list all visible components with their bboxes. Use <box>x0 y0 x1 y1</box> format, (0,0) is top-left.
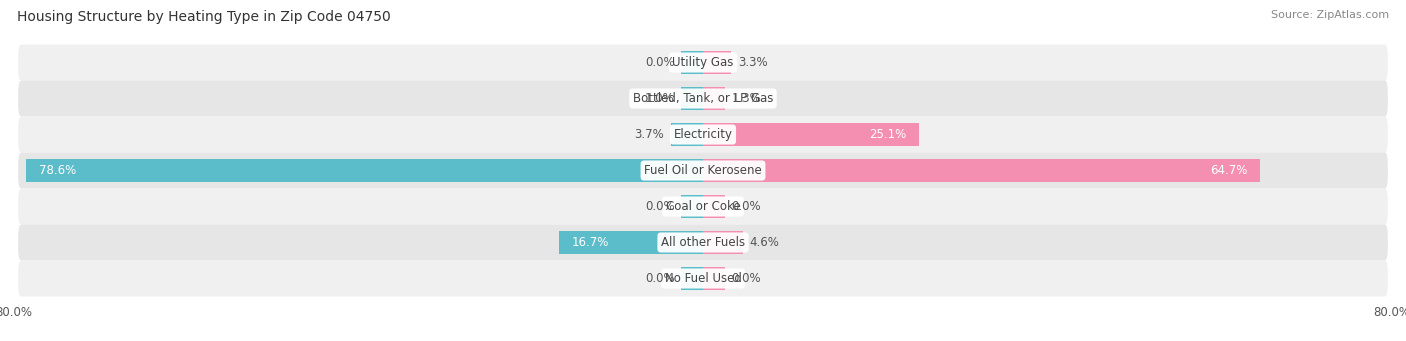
Text: 0.0%: 0.0% <box>731 272 761 285</box>
Bar <box>703 123 920 146</box>
Text: 0.0%: 0.0% <box>731 200 761 213</box>
Text: 25.1%: 25.1% <box>869 128 907 141</box>
Text: 1.0%: 1.0% <box>645 92 675 105</box>
FancyBboxPatch shape <box>18 152 1388 189</box>
Text: 0.0%: 0.0% <box>645 56 675 69</box>
Text: Source: ZipAtlas.com: Source: ZipAtlas.com <box>1271 10 1389 20</box>
Text: 3.3%: 3.3% <box>738 56 768 69</box>
Bar <box>682 267 703 290</box>
FancyBboxPatch shape <box>18 45 1388 80</box>
FancyBboxPatch shape <box>18 224 1388 261</box>
Bar <box>671 123 703 146</box>
Bar <box>560 231 703 254</box>
Text: 16.7%: 16.7% <box>572 236 609 249</box>
Text: Bottled, Tank, or LP Gas: Bottled, Tank, or LP Gas <box>633 92 773 105</box>
Bar <box>682 195 703 218</box>
Text: 3.7%: 3.7% <box>634 128 664 141</box>
Bar <box>682 51 703 74</box>
Text: 64.7%: 64.7% <box>1211 164 1247 177</box>
Text: Coal or Coke: Coal or Coke <box>665 200 741 213</box>
FancyBboxPatch shape <box>18 117 1388 152</box>
Bar <box>703 195 724 218</box>
Text: No Fuel Used: No Fuel Used <box>665 272 741 285</box>
Bar <box>703 87 724 110</box>
Bar <box>703 267 724 290</box>
Text: Electricity: Electricity <box>673 128 733 141</box>
Text: All other Fuels: All other Fuels <box>661 236 745 249</box>
Bar <box>703 51 731 74</box>
Bar <box>27 159 703 182</box>
Text: Housing Structure by Heating Type in Zip Code 04750: Housing Structure by Heating Type in Zip… <box>17 10 391 24</box>
FancyBboxPatch shape <box>18 80 1388 117</box>
FancyBboxPatch shape <box>18 189 1388 224</box>
Text: 78.6%: 78.6% <box>39 164 76 177</box>
Text: 1.3%: 1.3% <box>731 92 761 105</box>
Bar <box>703 159 1260 182</box>
Text: 0.0%: 0.0% <box>645 272 675 285</box>
Bar <box>703 231 742 254</box>
Text: Utility Gas: Utility Gas <box>672 56 734 69</box>
Text: 4.6%: 4.6% <box>749 236 779 249</box>
FancyBboxPatch shape <box>18 261 1388 296</box>
Text: Fuel Oil or Kerosene: Fuel Oil or Kerosene <box>644 164 762 177</box>
Text: 0.0%: 0.0% <box>645 200 675 213</box>
Bar <box>682 87 703 110</box>
